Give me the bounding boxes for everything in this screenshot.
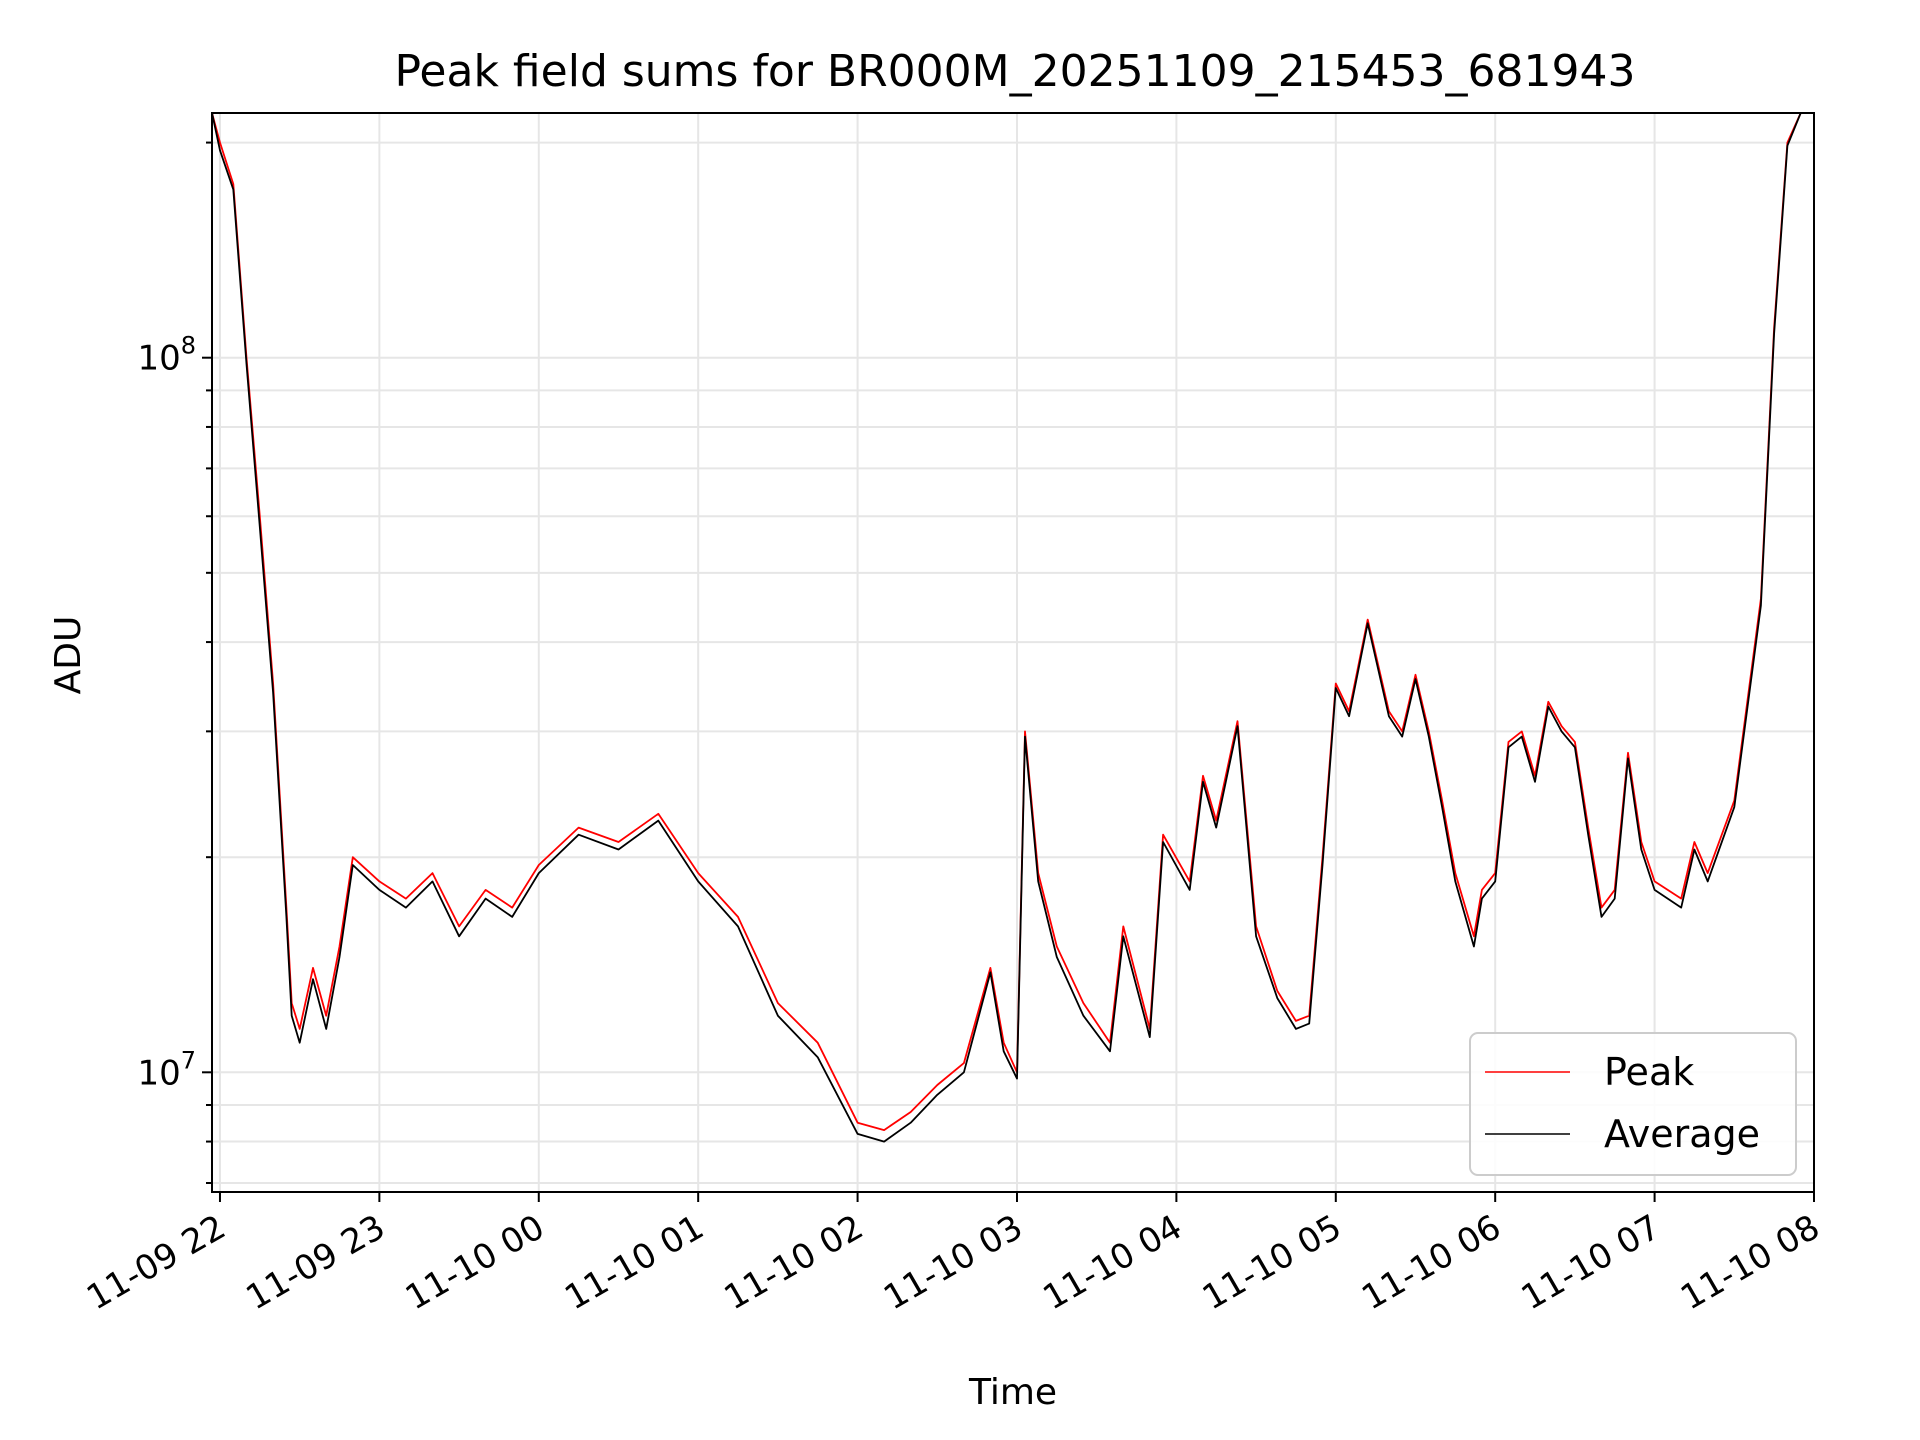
x-axis-label: Time — [968, 1372, 1057, 1413]
y-axis: 107 108 — [137, 141, 212, 1185]
y-tick-label: 108 — [137, 332, 196, 379]
legend: Peak Average — [1469, 1032, 1797, 1176]
chart-title: Peak field sums for BR000M_20251109_2154… — [394, 46, 1635, 97]
y-axis-label: ADU — [48, 616, 89, 695]
legend-box — [1469, 1032, 1797, 1176]
legend-label-average: Average — [1604, 1112, 1760, 1156]
plot-series — [212, 113, 1802, 1143]
plot-frame — [211, 112, 1815, 1193]
legend-label-peak: Peak — [1604, 1050, 1694, 1094]
y-tick-label: 107 — [137, 1046, 196, 1093]
series-line-average — [212, 113, 1802, 1143]
